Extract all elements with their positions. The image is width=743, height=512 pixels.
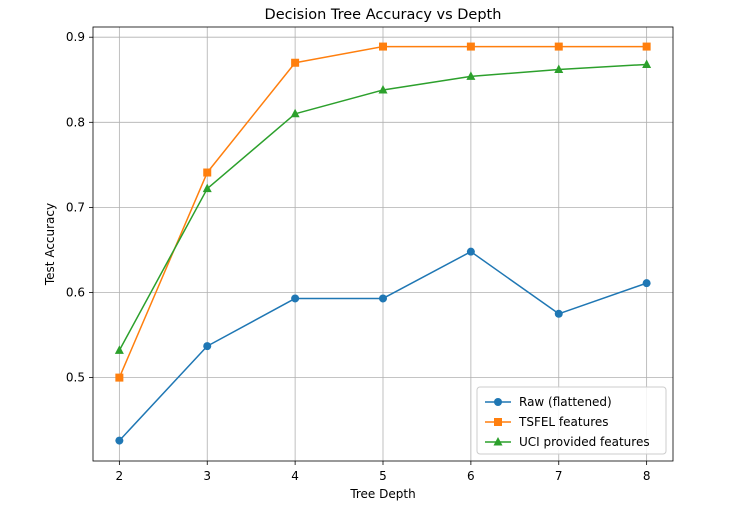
x-tick-label: 4 — [291, 469, 299, 483]
x-axis-label: Tree Depth — [349, 487, 415, 501]
legend-label: UCI provided features — [519, 435, 650, 449]
data-point — [203, 342, 212, 351]
data-point — [115, 436, 124, 445]
data-point — [642, 59, 652, 68]
y-tick-label: 0.8 — [66, 115, 85, 129]
grid-lines — [93, 27, 673, 461]
data-point — [642, 279, 651, 288]
axis-ticks: 2 3 4 5 6 7 8 0.5 0.6 0.7 0.8 0.9 — [66, 30, 651, 483]
data-point — [379, 294, 387, 303]
y-tick-label: 0.5 — [66, 371, 85, 385]
data-point — [378, 84, 388, 94]
data-point — [291, 294, 300, 303]
series-0 — [115, 247, 651, 445]
legend-item: TSFEL features — [485, 415, 609, 429]
data-point — [466, 42, 475, 51]
legend-item: UCI provided features — [485, 435, 650, 449]
legend-label: Raw (flattened) — [519, 395, 612, 409]
y-tick-label: 0.9 — [66, 30, 85, 44]
x-tick-label: 2 — [116, 469, 124, 483]
legend: Raw (flattened) TSFEL features UCI provide… — [476, 386, 667, 455]
x-tick-label: 3 — [203, 469, 211, 483]
data-point — [202, 183, 212, 193]
data-point — [554, 309, 563, 318]
data-point — [466, 71, 476, 80]
data-point — [554, 42, 563, 51]
x-tick-label: 5 — [379, 469, 387, 483]
data-point — [115, 373, 124, 382]
x-tick-label: 6 — [467, 469, 475, 483]
y-tick-label: 0.7 — [66, 200, 85, 214]
data-point — [291, 58, 300, 67]
data-point — [642, 42, 651, 51]
legend-marker — [494, 398, 502, 406]
y-axis-label: Test Accuracy — [43, 203, 57, 286]
legend-item: Raw (flattened) — [485, 395, 612, 409]
data-point — [554, 64, 564, 74]
data-point — [114, 345, 124, 354]
legend-box — [476, 386, 667, 455]
chart-title: Decision Tree Accuracy vs Depth — [265, 7, 502, 23]
legend-marker — [494, 418, 502, 426]
data-point — [466, 247, 475, 256]
data-point — [379, 42, 387, 51]
data-point — [290, 108, 300, 118]
legend-label: TSFEL features — [518, 415, 609, 429]
y-tick-label: 0.6 — [66, 286, 85, 300]
plot-series — [114, 42, 652, 445]
x-tick-label: 7 — [555, 469, 563, 483]
legend-marker — [493, 437, 503, 446]
data-point — [203, 168, 212, 177]
series-2 — [114, 59, 652, 354]
x-tick-label: 8 — [643, 469, 651, 483]
series-1 — [115, 42, 651, 382]
